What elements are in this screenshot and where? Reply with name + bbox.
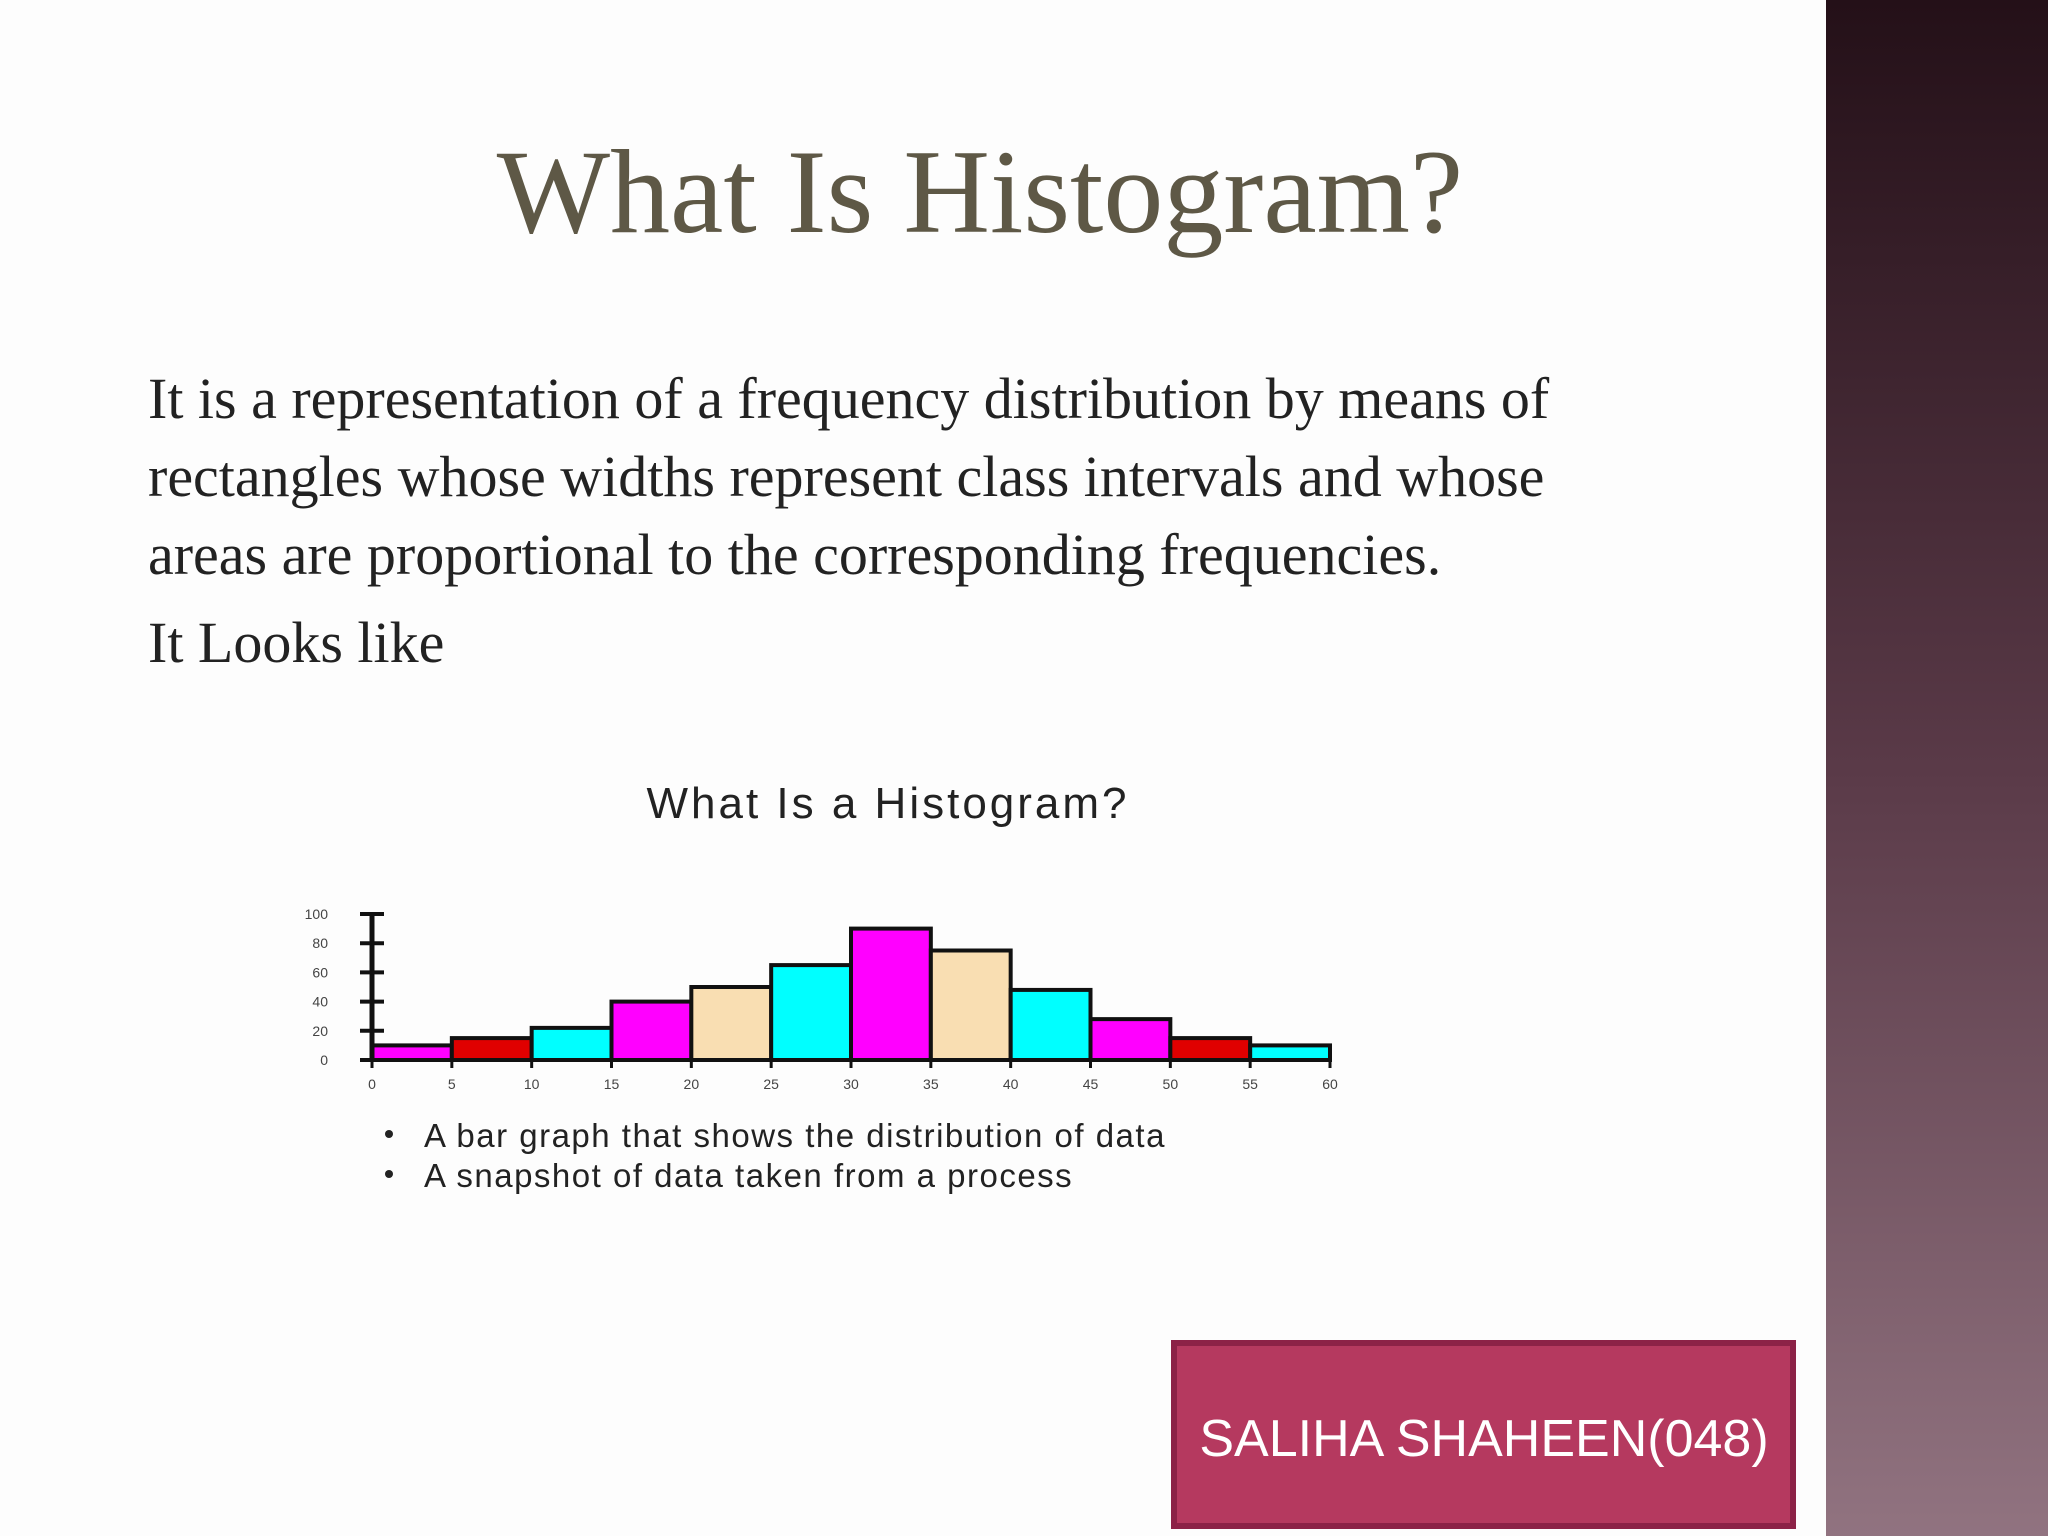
bar: [449, 1036, 534, 1062]
y-tick-label: 0: [320, 1052, 328, 1068]
background: [0, 0, 1826, 1536]
paragraph-line: rectangles whose widths represent class …: [148, 444, 1544, 509]
paragraph: It is a representation of a frequency di…: [148, 366, 1550, 587]
bar: [609, 999, 694, 1062]
y-tick-label: 20: [312, 1023, 328, 1039]
bar: [1248, 1043, 1332, 1063]
bar: [769, 963, 854, 1062]
y-tick-label: 40: [312, 994, 328, 1010]
slide-title: What Is Histogram?: [497, 125, 1463, 258]
x-tick-label: 55: [1242, 1076, 1258, 1092]
bar: [928, 948, 1013, 1062]
footer-text: SALIHA SHAHEEN(048): [1199, 1410, 1768, 1468]
x-tick-label: 15: [604, 1076, 620, 1092]
bar: [529, 1025, 614, 1063]
x-tick-label: 0: [368, 1076, 376, 1092]
x-tick-label: 50: [1163, 1076, 1179, 1092]
x-tick-label: 10: [524, 1076, 540, 1092]
x-tick-label: 60: [1322, 1076, 1338, 1092]
x-tick-label: 20: [684, 1076, 700, 1092]
bullet: [385, 1170, 393, 1178]
chart-title: What Is a Histogram?: [646, 779, 1129, 828]
x-tick-label: 35: [923, 1076, 939, 1092]
x-tick-label: 30: [843, 1076, 859, 1092]
bullet: [385, 1130, 393, 1138]
x-tick-label: 40: [1003, 1076, 1019, 1092]
y-tick-label: 60: [312, 964, 328, 980]
x-tick-label: 5: [448, 1076, 456, 1092]
x-tick-label: 25: [763, 1076, 779, 1092]
footer-box: [1171, 1340, 1796, 1529]
paragraph: It Looks like: [148, 610, 444, 675]
x-tick-label: 45: [1083, 1076, 1099, 1092]
y-tick-label: 80: [312, 935, 328, 951]
bar: [1168, 1036, 1253, 1062]
paragraph-line: It is a representation of a frequency di…: [148, 366, 1550, 431]
annotation: A snapshot of data taken from a process: [424, 1157, 1073, 1194]
side-band: [1826, 0, 2048, 1536]
paragraph-line: areas are proportional to the correspond…: [148, 522, 1441, 587]
y-tick-label: 100: [305, 906, 329, 922]
bar: [689, 985, 774, 1062]
bar: [849, 926, 933, 1062]
bar: [1088, 1017, 1173, 1062]
histogram: What Is a Histogram? 0 20 40 60 80 100 0 5 10 15 20…: [305, 779, 1338, 1194]
bar: [1008, 987, 1093, 1062]
annotation: A bar graph that shows the distribution …: [424, 1117, 1166, 1154]
bar: [370, 1043, 454, 1063]
